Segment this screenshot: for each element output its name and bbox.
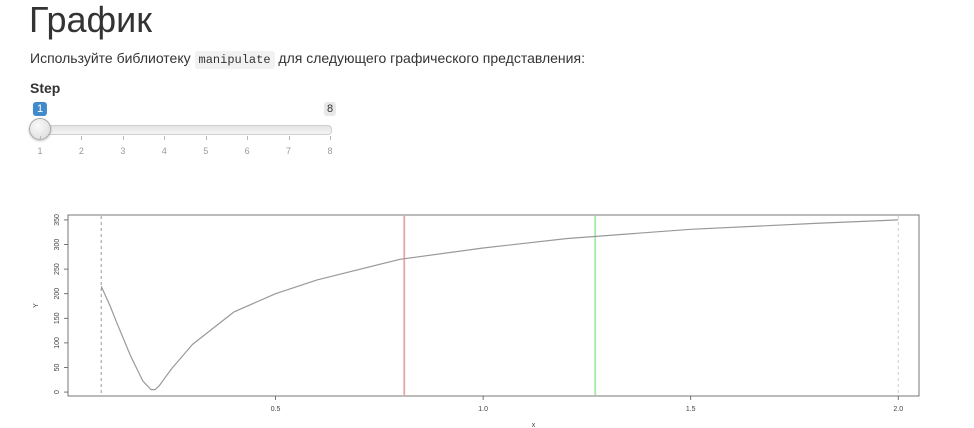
y-axis-label: Y [33, 303, 40, 308]
plot-frame [68, 215, 919, 396]
y-tick-label: 0 [54, 390, 61, 394]
y-tick-label: 300 [54, 239, 61, 251]
x-axis-label: x [532, 422, 536, 428]
series-line-1 [101, 220, 898, 390]
x-tick-label: 2.0 [893, 406, 903, 413]
x-tick-label: 0.5 [271, 406, 281, 413]
y-tick-label: 200 [54, 288, 61, 300]
y-tick-label: 150 [54, 312, 61, 324]
y-tick-label: 350 [54, 214, 61, 226]
y-tick-label: 50 [54, 363, 61, 371]
x-tick-label: 1.5 [686, 406, 696, 413]
y-tick-label: 250 [54, 263, 61, 275]
x-tick-label: 1.0 [478, 406, 488, 413]
y-tick-label: 100 [54, 337, 61, 349]
